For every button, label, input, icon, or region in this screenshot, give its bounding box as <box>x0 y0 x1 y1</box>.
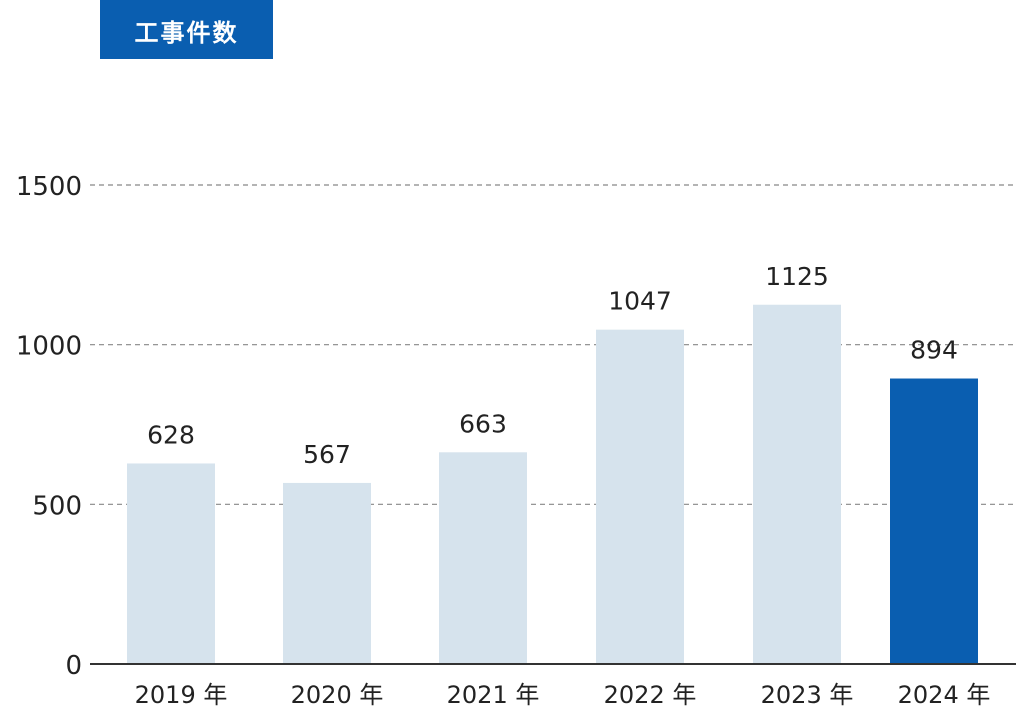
y-tick-label-0: 0 <box>65 651 82 681</box>
bar-1 <box>283 482 371 664</box>
category-label-1: 2020 年 <box>291 681 384 709</box>
bars <box>127 304 978 664</box>
y-tick-label-1000: 1000 <box>16 332 82 362</box>
value-label-2: 663 <box>459 409 507 438</box>
chart-title: 工事件数 <box>134 19 239 47</box>
bar-5 <box>890 378 978 664</box>
bar-3 <box>596 329 684 664</box>
category-label-2: 2021 年 <box>447 681 540 709</box>
category-label-0: 2019 年 <box>135 681 228 709</box>
axes: 0 500 1000 1500 2019 年 2020 年 2021 年 2022 年 2023… <box>16 172 1016 709</box>
value-label-1: 567 <box>303 440 351 469</box>
bar-2 <box>439 452 527 664</box>
value-label-3: 1047 <box>608 287 672 316</box>
category-label-5: 2024 年 <box>898 681 991 709</box>
value-label-0: 628 <box>147 420 195 449</box>
y-tick-label-500: 500 <box>32 491 82 521</box>
value-label-4: 1125 <box>765 262 829 291</box>
bar-0 <box>127 463 215 664</box>
y-tick-label-1500: 1500 <box>16 172 82 202</box>
bar-4 <box>753 304 841 664</box>
chart-title-badge: 工事件数 <box>100 0 273 59</box>
category-label-3: 2022 年 <box>604 681 697 709</box>
grid-lines <box>90 184 1016 505</box>
category-label-4: 2023 年 <box>761 681 854 709</box>
value-label-5: 894 <box>910 336 958 365</box>
value-labels: 628 567 663 1047 1125 894 <box>147 262 958 469</box>
